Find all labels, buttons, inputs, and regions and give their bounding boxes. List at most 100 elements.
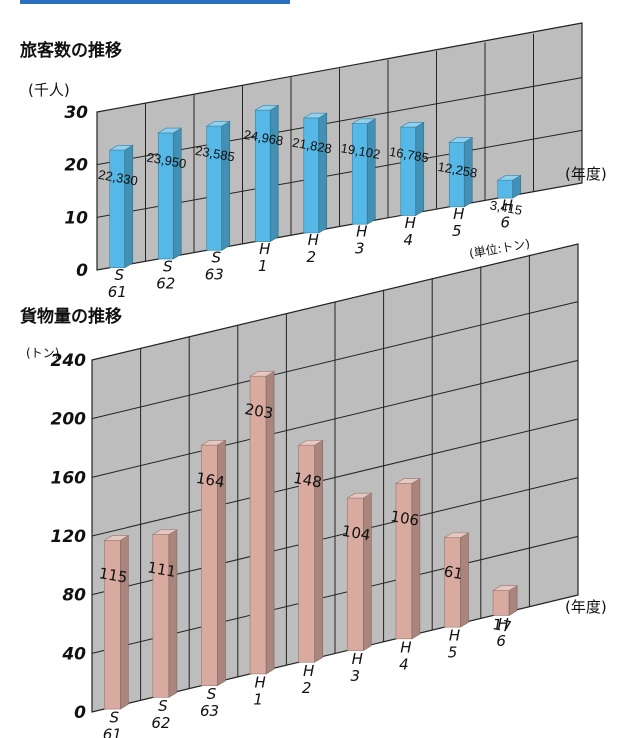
cargo-bar [297, 439, 324, 663]
cargo-x-tick-year: 63 [200, 702, 219, 720]
cargo-y-axis: 0 40 80 120 160 200 240 [51, 351, 87, 723]
passenger-value-label: 16,785 [388, 144, 430, 166]
cargo-x-unit-label: (年度) [565, 598, 607, 616]
passenger-value-label: 21,828 [291, 135, 333, 157]
cargo-x-tick-year: 6 [496, 632, 506, 650]
cargo-value-label: 115 [98, 564, 129, 587]
passenger-bar [108, 144, 134, 269]
cargo-x-tick-era: H [254, 674, 265, 692]
passenger-x-tick-year: 2 [306, 248, 316, 266]
passenger-value-label: 22,330 [97, 167, 139, 189]
passenger-x-tick-year: 62 [156, 274, 175, 292]
cargo-y-tick-label: 0 [74, 703, 86, 723]
passenger-y-tick-label: 30 [64, 103, 88, 123]
cargo-x-tick-era: S [110, 709, 120, 727]
passenger-value-label: 24,968 [243, 127, 285, 149]
passenger-x-tick-era: S [114, 266, 124, 284]
passenger-x-tick-year: 6 [500, 213, 510, 231]
cargo-x-tick-era: S [207, 685, 217, 703]
cargo-x-tick-year: 61 [103, 726, 122, 738]
passenger-x-tick-era: H [259, 240, 270, 258]
passenger-bar [399, 121, 425, 217]
passenger-x-tick-era: H [308, 231, 319, 249]
passenger-bar [351, 118, 377, 225]
passenger-value-label: 3,415 [489, 197, 524, 217]
cargo-bar [249, 370, 276, 675]
cargo-x-tick-year: 62 [151, 714, 170, 732]
passenger-bars: 22,330 23,950 23,585 24,968 21,828 19,102 16,7… [97, 104, 524, 269]
passenger-x-tick-year: 1 [258, 257, 268, 275]
passenger-x-unit-label: (年度) [565, 165, 607, 183]
cargo-value-label: 148 [292, 469, 323, 492]
passenger-x-tick-year: 61 [108, 283, 127, 301]
passenger-value-label: 23,585 [194, 143, 236, 165]
cargo-x-tick-year: 2 [302, 679, 312, 697]
cargo-bar [394, 478, 421, 640]
cargo-x-tick-era: H [497, 615, 508, 633]
cargo-value-label: 111 [146, 558, 177, 581]
passenger-y-tick-label: 10 [64, 208, 88, 228]
passenger-bar [254, 104, 280, 243]
passenger-x-tick-era: H [453, 205, 464, 223]
passenger-x-tick-era: S [163, 257, 173, 275]
cargo-y-tick-label: 160 [51, 468, 87, 488]
cargo-x-tick-year: 3 [351, 667, 361, 685]
cargo-grid-hline [91, 359, 579, 478]
passenger-x-tick-era: H [356, 223, 367, 241]
cargo-x-tick-era: H [400, 638, 411, 656]
passenger-y-axis: 0 10 20 30 [64, 103, 88, 281]
passenger-bar [496, 174, 522, 199]
cargo-y-tick-label: 40 [61, 644, 86, 664]
cargo-y-tick-label: 200 [51, 410, 87, 430]
cargo-x-tick-era: S [158, 697, 168, 715]
passenger-x-tick-year: 5 [452, 222, 462, 240]
cargo-bar [346, 492, 373, 652]
cargo-grid-hline [91, 301, 579, 420]
passenger-bar [302, 112, 328, 234]
passenger-x-tick-year: 3 [355, 240, 365, 258]
cargo-x-tick-era: H [449, 627, 460, 645]
cargo-x-tick-year: 4 [399, 655, 409, 673]
passenger-chart-title: 旅客数の推移 [20, 40, 122, 61]
passenger-x-tick-era: S [211, 249, 221, 267]
cargo-y-tick-label: 120 [51, 527, 87, 547]
cargo-x-tick-year: 1 [253, 691, 263, 709]
cargo-bar [103, 535, 130, 710]
cargo-y-tick-label: 240 [51, 351, 87, 371]
cargo-value-label: 17 [491, 615, 513, 636]
cargo-value-label: 203 [243, 400, 274, 423]
top-cut-heading-stripe [20, 0, 290, 4]
cargo-bar [443, 532, 470, 628]
cargo-y-tick-label: 80 [62, 586, 86, 606]
cargo-value-label: 164 [195, 469, 226, 492]
cargo-bar [151, 529, 178, 698]
cargo-value-label: 61 [442, 562, 464, 583]
passenger-value-label: 23,950 [146, 150, 188, 172]
cargo-bar [200, 439, 227, 687]
cargo-grid-hline [91, 418, 579, 537]
cargo-chart-title: 貨物量の推移 [20, 306, 122, 327]
cargo-x-tick-era: H [352, 650, 363, 668]
cargo-x-tick-era: H [303, 662, 314, 680]
passenger-value-label: 19,102 [340, 140, 382, 162]
cargo-x-tick-year: 5 [448, 644, 458, 662]
cargo-unit-label: (トン) [26, 346, 59, 360]
passenger-y-tick-label: 0 [76, 261, 88, 281]
passenger-x-tick-era: H [405, 214, 416, 232]
cargo-bar [492, 585, 519, 616]
passenger-value-label: 12,258 [437, 159, 479, 181]
passenger-y-tick-label: 20 [64, 156, 88, 176]
passenger-unit-label: (千人) [28, 81, 70, 99]
passenger-bar [205, 120, 231, 251]
cargo-value-label: 106 [389, 507, 420, 530]
cargo-value-label: 104 [341, 522, 372, 545]
passenger-x-tick-year: 4 [403, 231, 413, 249]
passenger-bar [448, 136, 474, 208]
passenger-x-tick-year: 63 [205, 266, 224, 284]
